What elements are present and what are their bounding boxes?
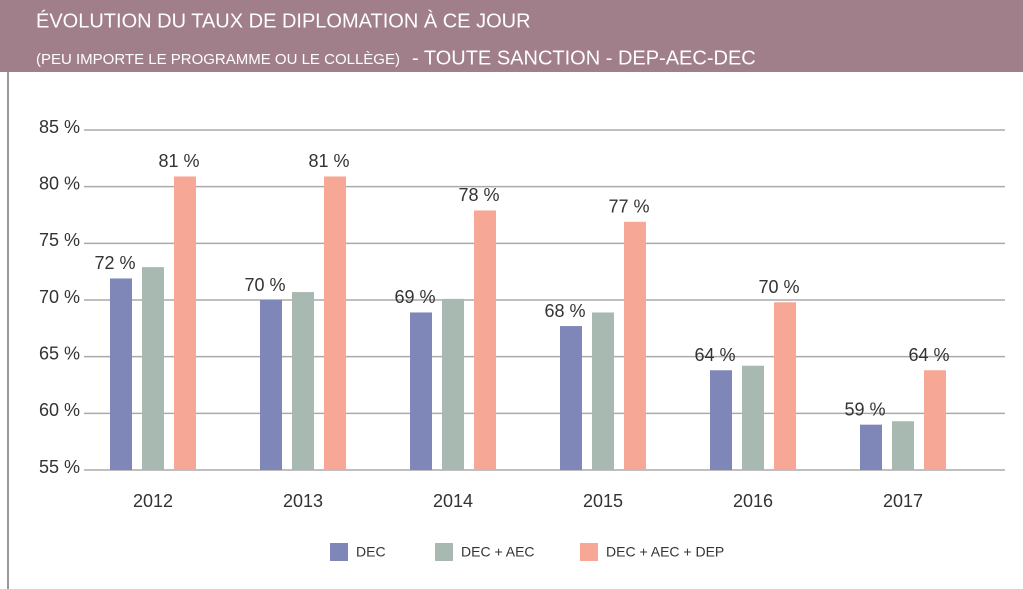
- data-label: 64 %: [694, 345, 735, 365]
- bar: [710, 370, 732, 470]
- bar: [442, 298, 464, 470]
- data-label: 70 %: [758, 277, 799, 297]
- data-label: 72 %: [94, 253, 135, 273]
- bar: [892, 421, 914, 470]
- y-tick-label: 75 %: [39, 230, 80, 250]
- legend-label: DEC: [356, 544, 386, 560]
- x-tick-label: 2014: [433, 491, 473, 511]
- legend-label: DEC + AEC: [461, 544, 535, 560]
- bar: [292, 292, 314, 470]
- data-label: 64 %: [908, 345, 949, 365]
- data-label: 68 %: [544, 301, 585, 321]
- chart-subtitle: - TOUTE SANCTION - DEP-AEC-DEC: [412, 47, 756, 69]
- y-tick-label: 85 %: [39, 117, 80, 137]
- bar: [774, 302, 796, 470]
- bar: [174, 176, 196, 470]
- bar: [110, 278, 132, 470]
- data-label: 81 %: [158, 151, 199, 171]
- y-tick-label: 65 %: [39, 343, 80, 363]
- x-tick-label: 2016: [733, 491, 773, 511]
- data-label: 78 %: [458, 185, 499, 205]
- bar: [742, 365, 764, 470]
- data-label: 69 %: [394, 287, 435, 307]
- data-label: 81 %: [308, 151, 349, 171]
- x-tick-label: 2013: [283, 491, 323, 511]
- bar: [592, 312, 614, 470]
- y-tick-label: 80 %: [39, 173, 80, 193]
- legend-swatch: [580, 543, 598, 561]
- bar: [324, 176, 346, 470]
- bar: [410, 312, 432, 470]
- bar: [924, 370, 946, 470]
- y-tick-label: 60 %: [39, 400, 80, 420]
- x-tick-label: 2012: [133, 491, 173, 511]
- bar: [560, 326, 582, 470]
- bar: [474, 210, 496, 470]
- bar: [860, 424, 882, 470]
- chart-title: ÉVOLUTION DU TAUX DE DIPLOMATION À CE JO…: [36, 9, 531, 32]
- data-label: 77 %: [608, 197, 649, 217]
- y-tick-label: 55 %: [39, 457, 80, 477]
- legend-label: DEC + AEC + DEP: [606, 544, 724, 560]
- bar: [260, 300, 282, 470]
- legend-swatch: [330, 543, 348, 561]
- bar: [142, 267, 164, 470]
- bar: [624, 221, 646, 470]
- data-label: 70 %: [244, 275, 285, 295]
- x-tick-label: 2015: [583, 491, 623, 511]
- x-tick-label: 2017: [883, 491, 923, 511]
- y-tick-label: 70 %: [39, 287, 80, 307]
- legend-swatch: [435, 543, 453, 561]
- header-band: [0, 0, 1023, 72]
- chart-subtitle: (PEU IMPORTE LE PROGRAMME OU LE COLLÈGE): [36, 51, 400, 68]
- data-label: 59 %: [844, 399, 885, 419]
